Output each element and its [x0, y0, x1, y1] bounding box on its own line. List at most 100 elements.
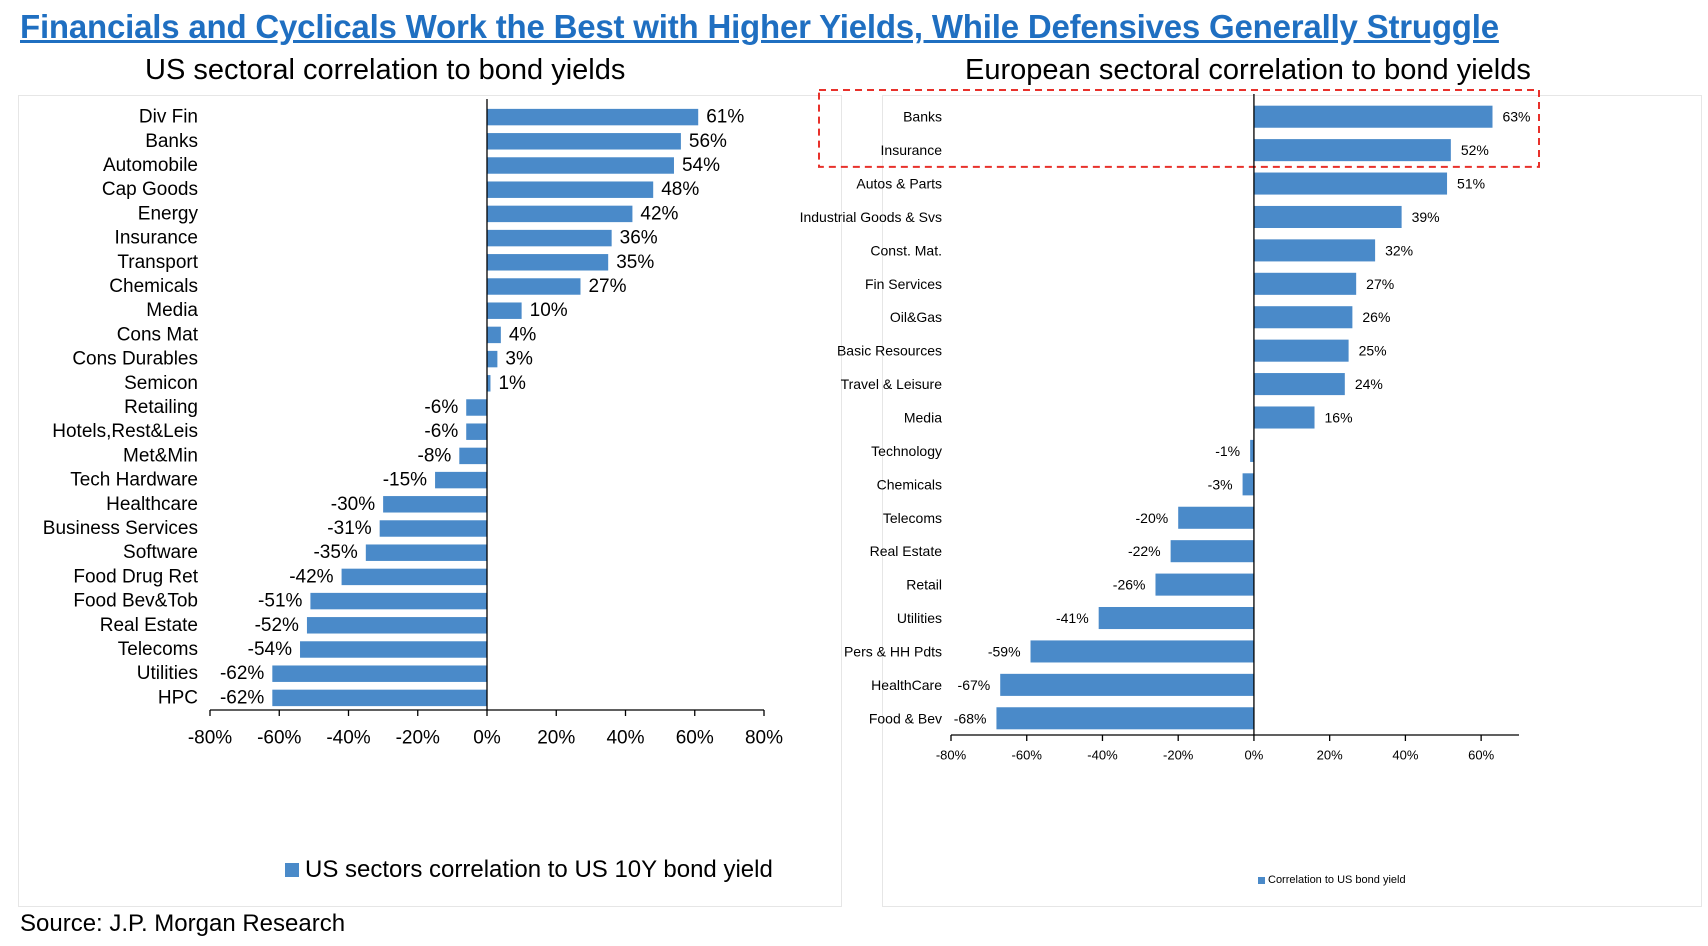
eu-bar — [1170, 540, 1254, 563]
us-category-label: Software — [123, 542, 198, 563]
us-data-label: 1% — [498, 373, 526, 394]
eu-data-label: 24% — [1355, 376, 1383, 392]
us-bar — [435, 471, 487, 489]
eu-category-label: Technology — [871, 443, 942, 459]
eu-data-label: -3% — [1208, 476, 1233, 492]
us-category-label: Real Estate — [100, 615, 198, 636]
us-bar — [487, 108, 699, 126]
eu-category-label: Banks — [903, 109, 942, 125]
eu-data-label: 32% — [1385, 242, 1413, 258]
eu-data-label: -59% — [988, 643, 1021, 659]
us-data-label: 10% — [530, 300, 568, 321]
eu-bar — [1250, 439, 1254, 462]
us-data-label: 48% — [661, 179, 699, 200]
us-category-label: Tech Hardware — [70, 470, 198, 491]
us-bar — [487, 229, 612, 247]
us-category-label: HPC — [158, 687, 198, 708]
eu-bar — [1253, 306, 1353, 329]
eu-category-label: Chemicals — [877, 476, 942, 492]
us-bar — [459, 447, 487, 465]
eu-chart-title: European sectoral correlation to bond yi… — [965, 54, 1531, 86]
source-note: Source: J.P. Morgan Research — [20, 910, 346, 937]
eu-bar — [1253, 172, 1448, 195]
us-category-label: Met&Min — [123, 445, 198, 466]
eu-data-label: 51% — [1457, 176, 1485, 192]
us-bar — [487, 375, 491, 392]
us-data-label: 42% — [640, 203, 678, 224]
us-bar — [487, 254, 609, 271]
eu-x-tick-label: -40% — [1087, 748, 1118, 763]
us-data-label: 27% — [588, 276, 626, 297]
us-category-label: Food Drug Ret — [73, 566, 198, 587]
eu-x-tick-label: 20% — [1317, 748, 1343, 763]
us-bar — [466, 399, 487, 416]
us-x-tick-label: 80% — [745, 728, 783, 749]
us-chart-frame — [18, 95, 842, 907]
us-bar — [300, 641, 487, 658]
us-data-label: 3% — [505, 349, 533, 370]
eu-data-label: 63% — [1502, 109, 1530, 125]
us-bar — [365, 544, 487, 561]
eu-category-label: Pers & HH Pdts — [844, 643, 942, 659]
us-bar — [310, 592, 487, 610]
us-data-label: 56% — [689, 131, 727, 152]
us-category-label: Insurance — [115, 228, 198, 249]
eu-bar-chart: Banks 63% Insurance 52% Autos & Parts 51% Indu… — [800, 89, 1540, 763]
us-category-label: Banks — [145, 131, 198, 152]
us-bar — [487, 181, 654, 198]
eu-category-label: Telecoms — [883, 510, 942, 526]
us-data-label: -31% — [327, 518, 371, 539]
us-data-label: -15% — [383, 470, 427, 491]
us-x-tick-label: -20% — [396, 728, 440, 749]
us-bar — [487, 133, 681, 150]
us-bar — [487, 302, 522, 319]
eu-bar — [1155, 573, 1254, 596]
eu-category-label: Industrial Goods & Svs — [800, 209, 942, 225]
eu-chart-frame — [882, 95, 1702, 907]
eu-category-label: Utilities — [897, 610, 942, 626]
us-category-label: Chemicals — [109, 276, 198, 297]
headline: Financials and Cyclicals Work the Best w… — [20, 8, 1499, 45]
us-category-label: Food Bev&Tob — [73, 591, 198, 612]
us-data-label: -6% — [424, 421, 458, 442]
eu-bar — [1253, 272, 1357, 295]
us-category-label: Healthcare — [106, 494, 198, 515]
us-data-label: -51% — [258, 591, 302, 612]
us-data-label: -8% — [418, 445, 452, 466]
us-bar — [341, 568, 487, 586]
us-x-tick-label: 20% — [537, 728, 575, 749]
eu-category-label: Food & Bev — [869, 710, 942, 726]
us-bar — [383, 496, 487, 513]
us-category-label: Business Services — [43, 518, 198, 539]
eu-x-tick-label: -20% — [1163, 748, 1194, 763]
eu-bar — [1242, 473, 1254, 496]
eu-data-label: 26% — [1362, 309, 1390, 325]
us-category-label: Retailing — [124, 397, 198, 418]
us-category-label: Cons Mat — [117, 324, 199, 345]
eu-data-label: -22% — [1128, 543, 1161, 559]
eu-data-label: -26% — [1113, 577, 1146, 593]
us-bar — [272, 665, 487, 682]
us-x-tick-label: 40% — [606, 728, 644, 749]
eu-bar — [1178, 506, 1254, 529]
us-category-label: Automobile — [103, 155, 198, 176]
eu-data-label: 39% — [1412, 209, 1440, 225]
eu-x-tick-label: 60% — [1468, 748, 1494, 763]
eu-bar — [1253, 339, 1349, 362]
us-category-label: Media — [146, 300, 198, 321]
eu-bar — [1000, 673, 1254, 696]
eu-highlight-box — [818, 89, 1540, 168]
us-data-label: -42% — [289, 566, 333, 587]
eu-category-label: HealthCare — [871, 677, 942, 693]
eu-bar — [1253, 373, 1345, 396]
eu-data-label: -20% — [1136, 510, 1169, 526]
eu-category-label: Insurance — [881, 142, 943, 158]
us-chart-title: US sectoral correlation to bond yields — [145, 54, 626, 86]
us-x-tick-label: -80% — [188, 728, 232, 749]
us-bar — [306, 617, 487, 634]
us-x-tick-label: -60% — [257, 728, 301, 749]
us-data-label: 4% — [509, 324, 537, 345]
us-x-tick-label: 0% — [473, 728, 501, 749]
us-data-label: -30% — [331, 494, 375, 515]
eu-bar — [1253, 406, 1315, 429]
